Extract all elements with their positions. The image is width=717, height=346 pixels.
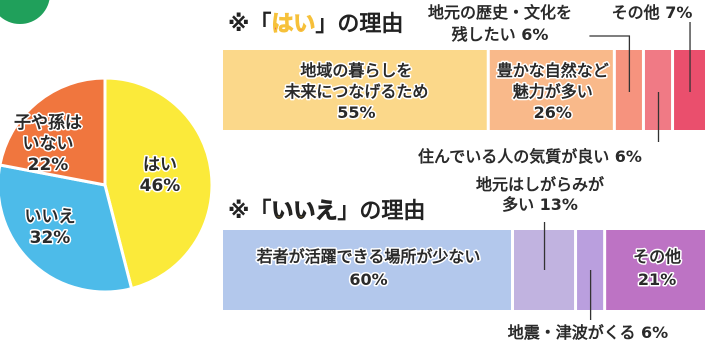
- bar-segment: [223, 230, 511, 310]
- bar-segment-label: 地元の歴史・文化を残したい 6%: [428, 3, 572, 44]
- bar-segment-label: 若者が活躍できる場所が少ない 60%: [256, 247, 481, 289]
- no-reasons-title: ※「いいえ」の理由: [228, 199, 425, 224]
- bar-segment: [606, 230, 705, 310]
- bar-segment: [223, 50, 487, 130]
- bar-segment-label: その他 7%: [612, 3, 693, 22]
- pie-slice-label: いいえ 32%: [25, 207, 76, 248]
- badge-circle: [0, 0, 50, 24]
- pie-slice: [103, 76, 214, 291]
- no-title-highlight: いいえ: [271, 199, 337, 224]
- bar-segment-label: 住んでいる人の気質が良い 6%: [418, 147, 642, 166]
- yes-title-prefix: ※「: [228, 12, 271, 37]
- no-title-prefix: ※「: [228, 199, 271, 224]
- bar-segment-label: 地域の暮らしを未来につなげるため 55%: [283, 61, 428, 122]
- bar-segment-label: 豊かな自然など魅力が多い 26%: [497, 61, 609, 122]
- pie-slice: [0, 76, 107, 187]
- bar-segment-label: 地元はしがらみが多い 13%: [476, 175, 604, 214]
- no-reasons-bar: 若者が活躍できる場所が少ない 60% 地元はしがらみが多い 13% 地震・津波がくる …: [223, 174, 705, 344]
- bar-segment: [489, 50, 613, 130]
- pie-slice-label: はい 46%: [140, 155, 181, 196]
- pie-slice-label: 子や孫はいない 22%: [14, 112, 82, 175]
- leader-line: [589, 35, 631, 92]
- bar-segment-label: その他 21%: [633, 247, 681, 289]
- yes-reasons-bar: 地域の暮らしを未来につなげるため 55% 豊かな自然など魅力が多い 26% 地元の歴史・…: [223, 2, 705, 168]
- no-title-suffix: 」の理由: [337, 199, 425, 224]
- yes-title-suffix: 」の理由: [315, 12, 403, 37]
- pie-chart: はい 46% いいえ 32% 子や孫はいない 22%: [0, 76, 214, 294]
- yes-title-highlight: はい: [271, 12, 315, 37]
- pie-slice: [0, 163, 134, 294]
- bar-segment-label: 地震・津波がくる 6%: [508, 323, 668, 342]
- yes-reasons-title: ※「はい」の理由: [228, 12, 403, 37]
